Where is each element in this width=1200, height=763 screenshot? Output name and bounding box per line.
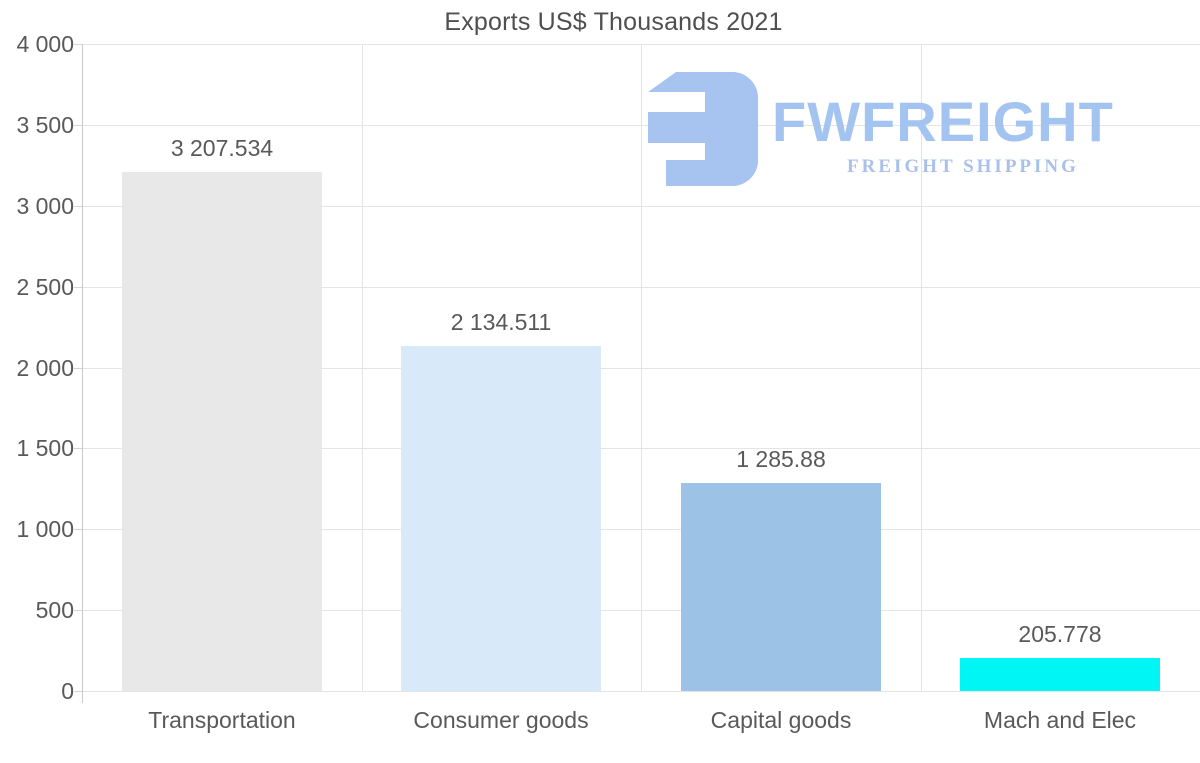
gridline-vertical bbox=[921, 44, 922, 691]
x-axis-category-label: Transportation bbox=[148, 707, 296, 733]
y-axis-tick-label: 500 bbox=[35, 597, 74, 623]
y-axis-tick bbox=[74, 368, 82, 369]
y-axis-tick bbox=[74, 206, 82, 207]
y-axis-tick-label: 2 000 bbox=[16, 355, 74, 381]
logo-text: FWFREIGHT FREIGHT SHIPPING bbox=[772, 72, 1154, 178]
y-axis-tick bbox=[74, 529, 82, 530]
y-axis-tick-label: 3 500 bbox=[16, 112, 74, 138]
logo: FWFREIGHT FREIGHT SHIPPING bbox=[648, 72, 1154, 186]
y-axis-tick-label: 3 000 bbox=[16, 193, 74, 219]
bar-mach-and-elec bbox=[960, 658, 1160, 691]
bar-transportation bbox=[122, 172, 322, 691]
bar-value-label: 2 134.511 bbox=[450, 309, 552, 335]
bar-capital-goods bbox=[681, 483, 881, 691]
gridline-vertical bbox=[641, 44, 642, 691]
logo-brand: FWFREIGHT bbox=[772, 90, 1114, 153]
bar-value-label: 205.778 bbox=[1018, 621, 1102, 647]
y-axis-tick bbox=[74, 125, 82, 126]
y-axis-tick bbox=[74, 448, 82, 449]
y-axis-tick-label: 1 000 bbox=[16, 516, 74, 542]
y-axis-tick bbox=[74, 691, 82, 692]
y-axis-line bbox=[82, 44, 83, 703]
bar-consumer-goods bbox=[401, 346, 601, 691]
gridline-horizontal bbox=[82, 691, 1200, 692]
y-axis-tick-label: 2 500 bbox=[16, 274, 74, 300]
x-axis-category-label: Mach and Elec bbox=[983, 707, 1137, 733]
y-axis-tick-label: 1 500 bbox=[16, 435, 74, 461]
bar-value-label: 1 285.88 bbox=[736, 446, 826, 472]
logo-mark-icon bbox=[648, 72, 758, 186]
y-axis-tick bbox=[74, 610, 82, 611]
y-axis-tick bbox=[74, 287, 82, 288]
chart-title: Exports US$ Thousands 2021 bbox=[444, 8, 783, 36]
x-axis-category-label: Consumer goods bbox=[413, 707, 589, 733]
bar-value-label: 3 207.534 bbox=[170, 135, 274, 161]
y-axis-tick-label: 4 000 bbox=[16, 31, 74, 57]
y-axis-tick bbox=[74, 44, 82, 45]
gridline-vertical bbox=[362, 44, 363, 691]
logo-tagline: FREIGHT SHIPPING bbox=[847, 156, 1079, 177]
y-axis-tick-label: 0 bbox=[61, 678, 74, 704]
x-axis-category-label: Capital goods bbox=[710, 707, 852, 733]
